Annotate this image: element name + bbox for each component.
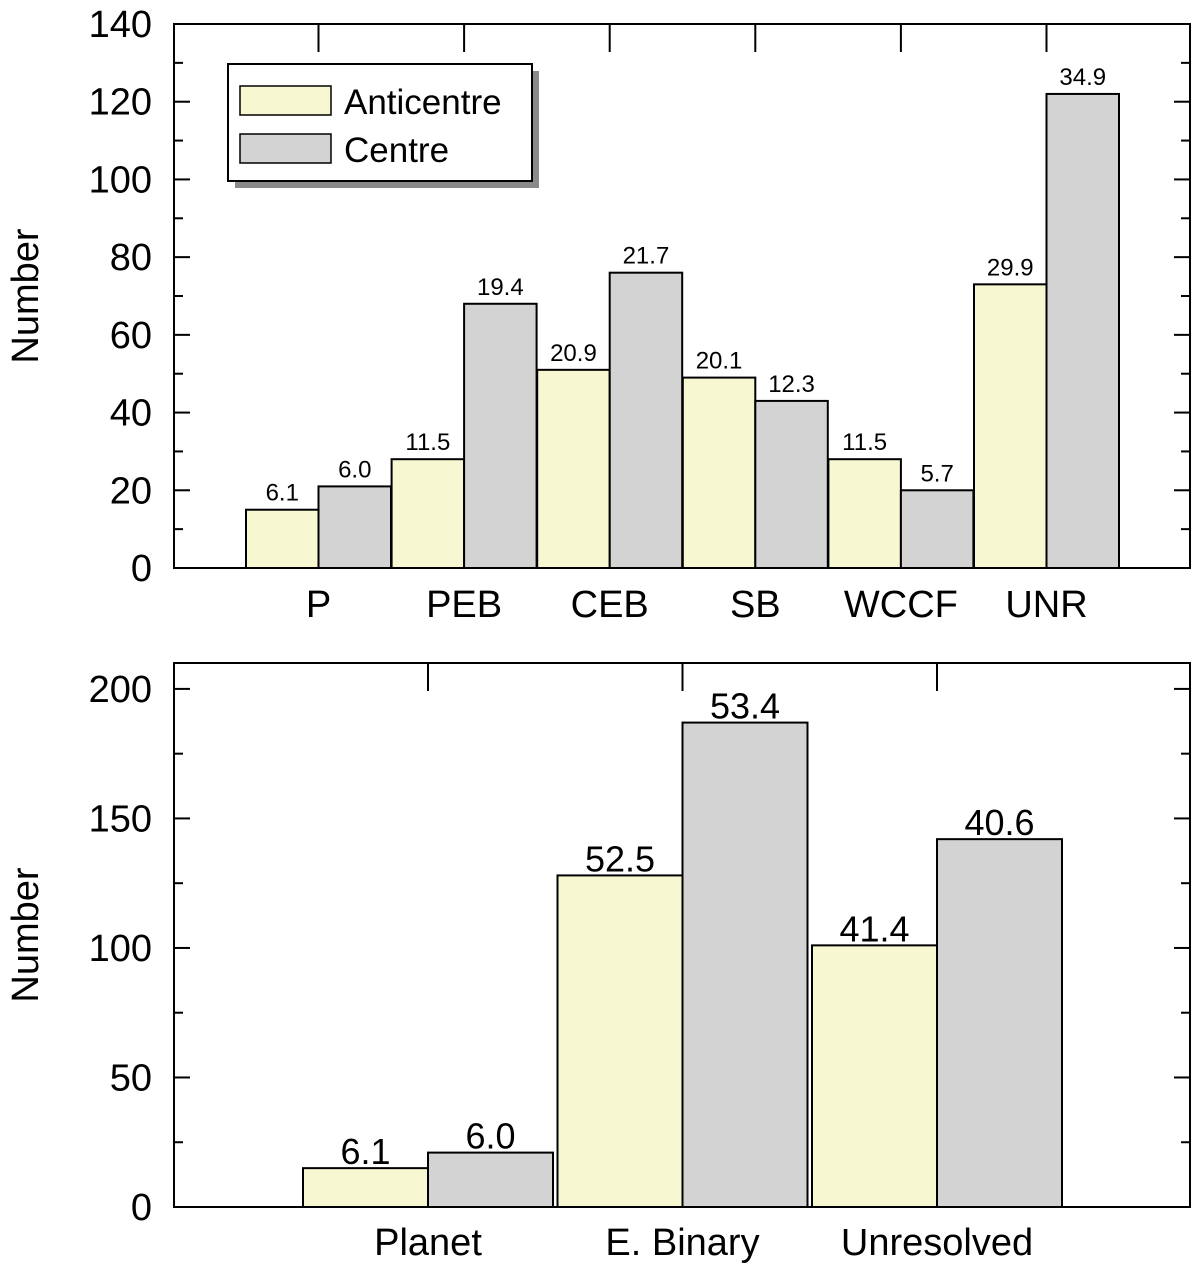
x-tick-label: PEB [426, 584, 502, 626]
bar-centre-p [317, 485, 392, 569]
bar-centre-peb [463, 302, 538, 569]
bar-data-label: 40.6 [964, 802, 1034, 843]
chart-panel-1: 0 20 40 60 80 100 120 140 Number P 6.1 6.0 PEB 11.5 19… [5, 4, 1191, 626]
bar-centre-planet [427, 1151, 554, 1208]
x-tick-label: UNR [1005, 584, 1087, 626]
x-tick-label: Unresolved [841, 1222, 1033, 1264]
bar-data-label: 19.4 [477, 274, 524, 301]
bar-anticentre-sb [681, 376, 757, 569]
bar-anticentre-peb [390, 458, 466, 570]
y-tick-label: 50 [110, 1057, 152, 1099]
bar-data-label: 11.5 [405, 429, 450, 456]
y-tick-label: 200 [89, 669, 152, 711]
y-tick-label: 20 [110, 470, 152, 512]
bar-centre-sb [754, 399, 829, 569]
bar-data-label: 6.0 [338, 456, 371, 483]
x-tick-label: WCCF [844, 584, 958, 626]
y-tick-label: 140 [89, 4, 152, 46]
bar-data-label: 6.1 [266, 480, 299, 507]
bar-centre-wccf [899, 489, 975, 569]
y-tick-label: 100 [89, 159, 152, 201]
y-tick-label: 100 [89, 928, 152, 970]
x-tick-label: SB [730, 584, 781, 626]
y-tick-label: 120 [89, 82, 152, 124]
bar-anticentre-unresolved [811, 944, 938, 1208]
y-tick-label: 40 [110, 393, 152, 435]
legend-label-anticentre: Anticentre [344, 83, 502, 122]
bar-data-label: 41.4 [839, 908, 909, 949]
y-tick-label: 80 [110, 237, 152, 279]
x-tick-label: P [306, 584, 331, 626]
bar-centre-e-binary [681, 721, 809, 1208]
bar-data-label: 11.5 [842, 429, 887, 456]
bar-anticentre-p [245, 508, 320, 570]
bar-data-label: 29.9 [987, 254, 1034, 281]
bar-data-label: 6.0 [465, 1116, 515, 1157]
y-axis-label: Number [5, 867, 47, 1002]
bar-centre-unr [1045, 92, 1120, 569]
x-tick-label: CEB [571, 584, 649, 626]
chart-panel-2: 0 50 100 150 200 Number Planet 6.1 6.0 E. Binary 5… [5, 662, 1191, 1264]
bar-anticentre-ceb [536, 368, 611, 570]
bar-data-label: 52.5 [585, 838, 655, 879]
legend-label-centre: Centre [344, 131, 449, 170]
bar-data-label: 21.7 [623, 243, 670, 270]
bar-anticentre-unr [973, 283, 1048, 569]
bar-data-label: 6.1 [340, 1131, 390, 1172]
bar-anticentre-wccf [827, 458, 902, 570]
legend: Anticentre Centre [227, 63, 539, 188]
bar-data-label: 53.4 [710, 686, 780, 727]
bar-centre-unresolved [936, 838, 1063, 1209]
x-tick-label: E. Binary [605, 1222, 759, 1264]
y-tick-label: 60 [110, 315, 152, 357]
bar-data-label: 12.3 [768, 371, 815, 398]
bar-anticentre-e-binary [556, 874, 684, 1209]
y-tick-label: 0 [131, 548, 152, 590]
y-tick-label: 150 [89, 798, 152, 840]
bar-data-label: 34.9 [1059, 64, 1106, 91]
x-tick-label: Planet [374, 1222, 482, 1264]
bar-anticentre-planet [302, 1167, 429, 1208]
bar-data-label: 5.7 [920, 460, 953, 487]
bar-data-label: 20.9 [550, 340, 597, 367]
legend-swatch-anticentre [239, 85, 332, 116]
legend-swatch-centre [239, 133, 332, 164]
bar-data-label: 20.1 [696, 348, 743, 375]
y-axis-label: Number [5, 228, 47, 363]
bar-centre-ceb [608, 271, 684, 569]
y-tick-label: 0 [131, 1187, 152, 1229]
